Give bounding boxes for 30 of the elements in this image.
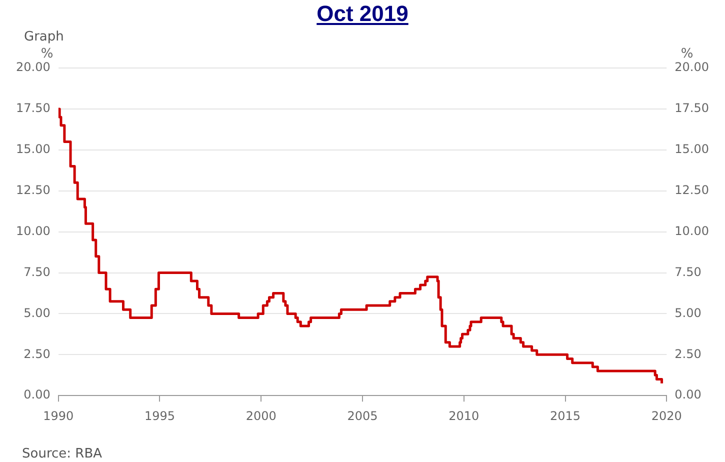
- x-tick-label: 2000: [246, 408, 276, 423]
- y-tick-label: 20.00: [16, 60, 50, 74]
- y-tick-label: 12.50: [16, 182, 50, 197]
- y2-tick-label: 15.00: [674, 142, 710, 156]
- x-tick-label: 1990: [43, 408, 74, 423]
- text: Graph: [24, 29, 64, 44]
- y2-tick-label: 0.00: [674, 388, 702, 402]
- y-tick-label: 17.50: [16, 101, 50, 116]
- y2-tick-label: 10.00: [674, 224, 710, 238]
- y-tick-label: 7.50: [24, 264, 50, 279]
- x-tick-label: 2005: [347, 408, 378, 423]
- x-tick-label: 2015: [550, 408, 581, 423]
- x-tick-label: 1995: [144, 408, 176, 423]
- y-tick-label: 15.00: [16, 142, 50, 156]
- y-tick-label: 5.00: [24, 306, 50, 320]
- y-tick-label: 2.50: [24, 346, 50, 361]
- y2-axis-title: %: [680, 46, 694, 62]
- y2-tick-label: 5.00: [674, 306, 702, 320]
- y2-tick-label: 2.50: [674, 346, 702, 361]
- y2-tick-label: 17.50: [674, 101, 710, 116]
- y2-tick-label: 7.50: [674, 264, 702, 279]
- y-tick-label: 10.00: [16, 224, 50, 238]
- x-tick-label: 2020: [651, 408, 682, 423]
- x-tick-label: 2010: [448, 408, 480, 423]
- chart-title: Oct 2019: [316, 0, 410, 28]
- source-note: Source: RBA: [22, 446, 102, 462]
- y-tick-label: 0.00: [24, 388, 50, 402]
- y-axis-title: %: [40, 46, 54, 62]
- y2-tick-label: 20.00: [674, 60, 710, 74]
- y2-tick-label: 12.50: [674, 182, 710, 197]
